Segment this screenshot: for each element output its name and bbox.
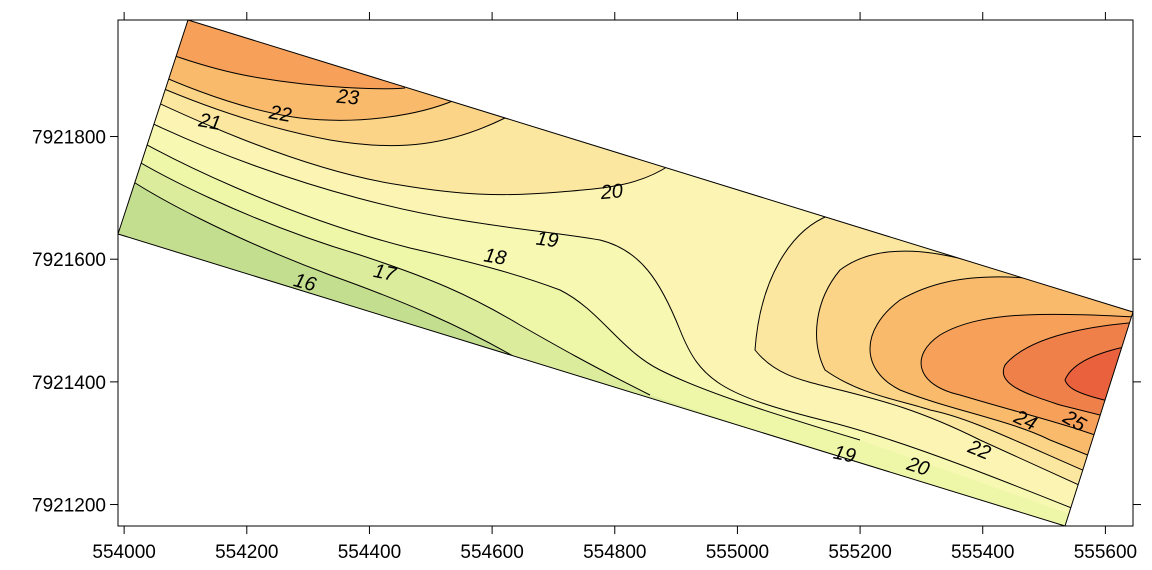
x-tick-label: 555600	[1074, 542, 1137, 563]
contour-line-24	[1002, 319, 1133, 441]
contour-label: 18	[482, 244, 508, 270]
y-tick-label: 7921600	[32, 250, 106, 271]
contour-label-group: 18	[482, 244, 508, 270]
contour-label: 19	[535, 228, 560, 253]
contour-line-16	[118, 149, 521, 361]
contour-line-17	[118, 129, 651, 396]
plot-frame	[117, 19, 1134, 527]
contour-label-group: 19	[535, 228, 560, 253]
x-tick-label: 554400	[338, 542, 401, 563]
x-tick-label: 555000	[706, 542, 769, 563]
contour-label-group: 22	[266, 101, 293, 127]
contour-label-group: 23	[335, 86, 360, 110]
contour-label-group: 20	[599, 180, 624, 204]
x-tick-label: 554000	[92, 542, 155, 563]
contour-line-23-right	[920, 313, 1133, 471]
contour-label: 20	[599, 180, 624, 204]
contour-line-21-right	[816, 250, 1133, 521]
contour-label-group: 21	[196, 109, 223, 135]
x-axis: 554000 554200 554400 554600 554800 555000 5552…	[92, 12, 1137, 563]
y-axis: 7921200 7921400 7921600 7921800	[32, 128, 1141, 517]
contour-line-20-left	[118, 69, 671, 196]
contour-label: 23	[335, 86, 360, 110]
contour-line-19	[118, 89, 1133, 526]
contour-label-group: 19	[831, 442, 857, 468]
y-tick-label: 7921200	[32, 496, 106, 517]
contour-line-20-right	[754, 214, 1133, 526]
contour-label: 22	[266, 101, 293, 127]
x-tick-label: 555400	[951, 542, 1014, 563]
y-tick-label: 7921400	[32, 373, 106, 394]
contour-label: 19	[831, 442, 857, 468]
x-tick-label: 554800	[583, 542, 646, 563]
y-tick-label: 7921800	[32, 128, 106, 149]
x-tick-label: 554600	[460, 542, 523, 563]
x-tick-label: 555200	[828, 542, 891, 563]
contour-line-18	[118, 109, 861, 441]
contour-label: 21	[196, 109, 223, 135]
x-tick-label: 554200	[215, 542, 278, 563]
